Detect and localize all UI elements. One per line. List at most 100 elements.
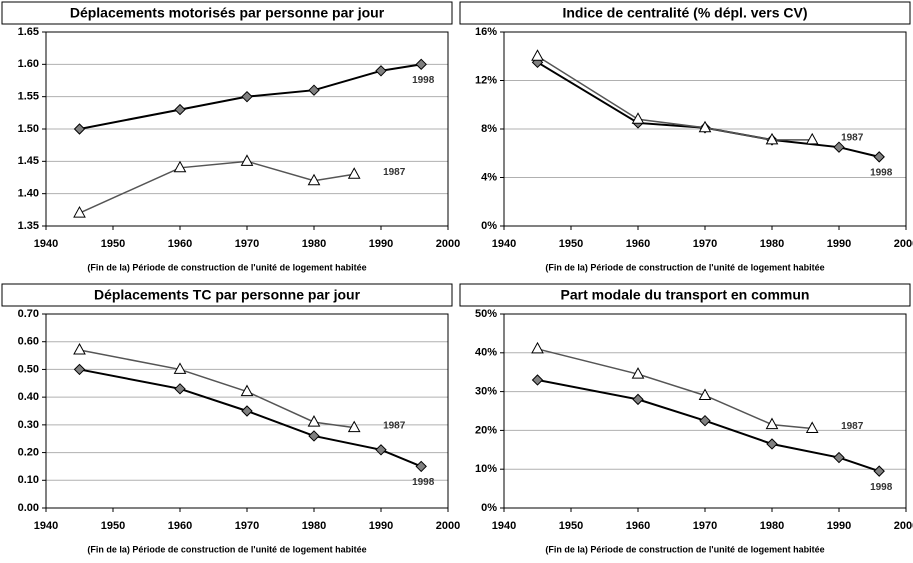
title-box	[1, 1, 453, 25]
series-label: 1987	[841, 133, 864, 144]
marker	[174, 383, 186, 395]
chart-panel: Part modale du transport en commun 0% 10% 2…	[459, 283, 913, 554]
y-tick-label: 1.55	[18, 91, 39, 103]
marker	[347, 420, 361, 433]
series-line	[537, 378, 880, 473]
y-tick-label: 20%	[475, 424, 497, 436]
y-tick-label: 40%	[475, 347, 497, 359]
marker	[699, 414, 711, 427]
marker	[241, 405, 253, 417]
series-line	[536, 61, 880, 158]
series-label: 1998	[870, 168, 893, 179]
y-tick-label: 0.50	[18, 363, 39, 375]
x-tick-label: 1950	[559, 238, 583, 250]
x-tick-label: 2000	[894, 238, 913, 250]
marker	[73, 123, 86, 135]
x-tick-label: 1950	[559, 520, 583, 532]
title-box	[459, 283, 911, 307]
y-tick-label: 1.50	[18, 123, 39, 135]
plot-frame	[503, 313, 907, 509]
y-tick-label: 12%	[475, 74, 497, 86]
x-tick-label: 2000	[436, 520, 460, 532]
marker	[765, 417, 779, 430]
x-tick-label: 1980	[302, 238, 326, 250]
series-label: 1987	[383, 420, 406, 431]
y-tick-label: 16%	[475, 26, 497, 38]
x-tick-label: 1960	[626, 520, 650, 532]
x-tick-label: 1970	[693, 520, 717, 532]
y-tick-label: 0.40	[18, 391, 39, 403]
marker	[174, 103, 186, 116]
marker	[631, 112, 645, 124]
x-tick-label: 1960	[626, 238, 650, 250]
x-tick-label: 1950	[101, 238, 125, 250]
series-line	[79, 368, 422, 468]
marker	[307, 415, 321, 427]
x-tick-label: 1990	[827, 520, 851, 532]
marker	[241, 90, 253, 103]
x-tick-label: 2000	[436, 238, 460, 250]
y-tick-label: 1.65	[18, 26, 39, 38]
plot-frame	[45, 313, 449, 509]
marker	[375, 444, 387, 456]
series-label: 1998	[412, 75, 435, 86]
y-tick-label: 1.45	[18, 155, 39, 167]
marker	[805, 421, 819, 433]
series-label: 1987	[383, 167, 406, 178]
marker	[766, 438, 778, 450]
x-axis-label: (Fin de la) Période de construction de l…	[545, 544, 824, 554]
marker	[415, 58, 427, 71]
y-tick-label: 0.70	[18, 308, 39, 320]
x-tick-label: 1940	[492, 238, 516, 250]
marker	[833, 451, 845, 464]
x-tick-label: 1960	[168, 520, 192, 532]
marker	[308, 430, 320, 442]
x-tick-label: 1940	[34, 238, 58, 250]
chart-title: Part modale du transport en commun	[561, 287, 810, 303]
y-tick-label: 0.60	[18, 336, 39, 348]
marker	[415, 460, 427, 473]
marker	[531, 341, 544, 354]
x-tick-label: 1970	[235, 238, 259, 250]
chart-title: Déplacements motorisés par personne par …	[70, 5, 385, 21]
marker	[873, 151, 885, 163]
marker	[833, 141, 845, 153]
x-tick-label: 2000	[894, 520, 913, 532]
x-axis-label: (Fin de la) Période de construction de l…	[545, 262, 824, 272]
x-axis-label: (Fin de la) Période de construction de l…	[87, 544, 366, 554]
marker	[631, 367, 645, 379]
marker	[347, 167, 361, 179]
x-tick-label: 1940	[492, 520, 516, 532]
series-label: 1998	[412, 477, 435, 488]
marker	[240, 154, 254, 166]
marker	[375, 65, 387, 77]
x-axis-label: (Fin de la) Période de construction de l…	[87, 262, 366, 272]
x-tick-label: 1980	[302, 520, 326, 532]
marker	[73, 342, 86, 355]
x-tick-label: 1940	[34, 520, 58, 532]
plot-frame	[45, 31, 449, 227]
x-tick-label: 1980	[760, 238, 784, 250]
marker	[698, 388, 712, 400]
y-tick-label: 8%	[481, 123, 497, 135]
x-tick-label: 1970	[693, 238, 717, 250]
y-tick-label: 0.10	[18, 474, 39, 486]
title-box	[459, 1, 911, 25]
chart-panel: Déplacements motorisés par personne par …	[1, 1, 460, 272]
chart-panel: Déplacements TC par personne par jour 0.0…	[1, 283, 460, 554]
y-tick-label: 1.40	[18, 188, 39, 200]
x-tick-label: 1980	[760, 520, 784, 532]
x-tick-label: 1960	[168, 238, 192, 250]
y-tick-label: 10%	[475, 463, 497, 475]
marker	[698, 120, 712, 133]
marker	[240, 384, 254, 397]
series-label: 1987	[841, 421, 864, 432]
series-line	[79, 349, 355, 429]
series-line	[537, 55, 813, 141]
marker	[308, 84, 320, 96]
marker	[765, 132, 779, 145]
x-tick-label: 1950	[101, 520, 125, 532]
chart-panel: Indice de centralité (% dépl. vers CV) 0%…	[459, 1, 913, 272]
marker	[73, 206, 86, 218]
